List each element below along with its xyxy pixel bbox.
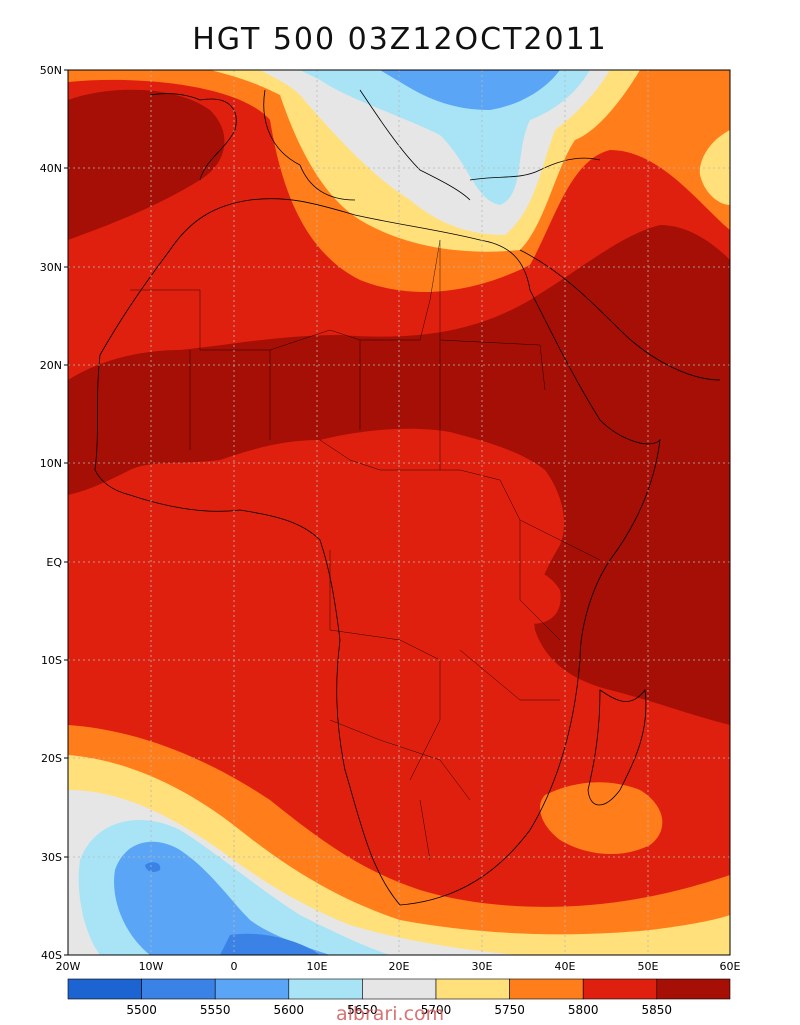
colorbar-swatch [288,978,363,1000]
colorbar-swatch [214,978,290,1000]
lon-tick: 20W [56,960,81,973]
colorbar: 5500 5550 5600 5650 5700 5750 5800 5850 [67,978,731,1017]
band-5500-5550-south [220,933,320,955]
country-borders [130,239,601,861]
lat-tick-marks [64,69,68,956]
colorbar-label: 5500 [126,1003,157,1017]
band-5850-northwest [68,89,225,240]
lat-tick: 10S [41,654,62,667]
lon-tick: 60E [720,960,741,973]
lat-tick: 20S [41,752,62,765]
lat-tick: 10N [40,457,62,470]
colorbar-label: 5700 [421,1003,452,1017]
watermark: aibrari.com [336,1003,445,1025]
colorbar-label: 5650 [347,1003,378,1017]
height-field [68,70,730,955]
colorbar-swatch [435,978,510,1000]
band-5750-5800-se [540,782,663,855]
lat-tick: 40S [41,949,62,962]
colorbar-label: 5850 [642,1003,673,1017]
colorbar-label: 5600 [274,1003,305,1017]
colorbar-swatch [656,978,731,1000]
colorbar-swatch [509,978,584,1000]
lat-tick: 30N [40,261,62,274]
lat-tick: EQ [46,556,62,569]
lon-tick: 40E [555,960,576,973]
band-5550-5600-north [380,70,560,110]
graticule [68,70,730,955]
colorbar-label: 5750 [494,1003,525,1017]
lon-tick: 50E [638,960,659,973]
colorbar-swatch [582,978,658,1000]
plot-frame [67,69,731,956]
lon-tick: 20E [389,960,410,973]
band-5550-5600-south [114,841,330,955]
band-5800-5850-eastpocket [465,465,497,512]
colorbar-label: 5800 [568,1003,599,1017]
colorbar-swatch [362,978,437,1000]
lon-axis: 20W 10W 0 10E 20E 30E 40E 50E 60E [56,960,741,973]
band-5600-5650-north [300,70,590,205]
lat-axis: 50N 40N 30N 20N 10N EQ 10S 20S 30S 40S [40,64,63,962]
lat-tick: 30S [41,851,62,864]
band-5500-5550-south-spot [145,862,161,873]
colorbar-swatch [141,978,216,1000]
lon-tick: 30E [472,960,493,973]
colorbar-swatch [67,978,142,1000]
lon-tick: 10W [139,960,164,973]
coastlines [94,89,721,906]
colorbar-label: 5550 [200,1003,231,1017]
lon-tick: 10E [307,960,328,973]
lat-tick: 20N [40,359,62,372]
lon-tick: 0 [231,960,238,973]
lat-tick: 50N [40,64,62,77]
lat-tick: 40N [40,162,62,175]
band-5700-5750-ne [699,130,730,205]
map-title: HGT 500 03Z12OCT2011 [192,22,608,57]
